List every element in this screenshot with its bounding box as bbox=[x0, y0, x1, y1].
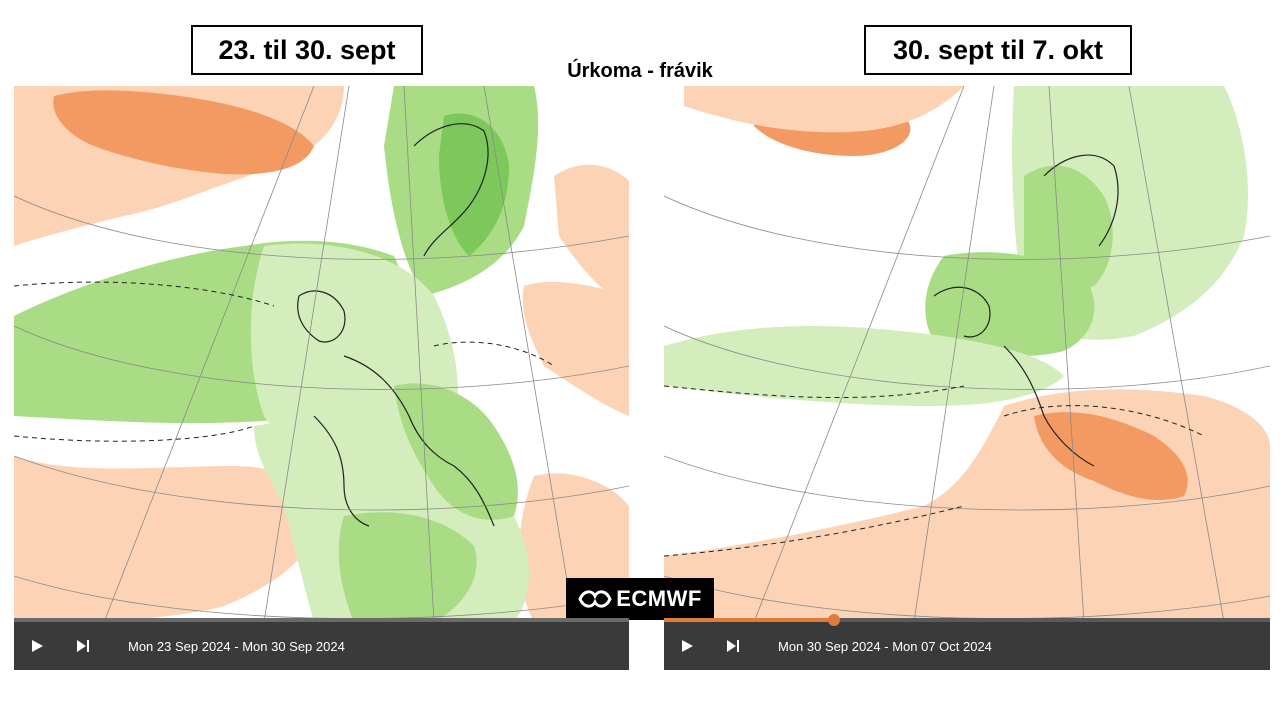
coastline-europe bbox=[933, 286, 1095, 467]
contour-dashed bbox=[664, 385, 1205, 557]
logo-text: ECMWF bbox=[616, 586, 702, 611]
chart-title: Úrkoma - frávik bbox=[567, 60, 713, 82]
play-icon bbox=[682, 640, 693, 652]
contour-dashed bbox=[14, 281, 555, 442]
coastline-scandinavia bbox=[413, 123, 489, 257]
ecmwf-logo-icon bbox=[578, 590, 612, 608]
ecmwf-logo: ECMWF bbox=[566, 578, 714, 620]
coastline-scandinavia bbox=[1043, 154, 1119, 247]
graticule bbox=[14, 86, 629, 622]
left-period-title: 23. til 30. sept bbox=[191, 25, 423, 75]
dry-region-southwest bbox=[14, 456, 324, 622]
timeline-progress bbox=[664, 618, 834, 622]
dry-region-greenland-iceland bbox=[53, 90, 314, 175]
left-anomaly-map bbox=[14, 86, 629, 622]
dry-region-balkans bbox=[522, 281, 629, 416]
dry-region-italy-strong bbox=[1034, 412, 1188, 501]
skip-forward-icon bbox=[727, 640, 739, 652]
wet-region-north-africa bbox=[338, 512, 477, 622]
wet-region-italy bbox=[394, 383, 518, 520]
dry-region-russia bbox=[554, 164, 629, 306]
graticule bbox=[664, 86, 1270, 622]
play-button[interactable] bbox=[664, 622, 710, 670]
coastline-europe bbox=[313, 355, 495, 527]
timeline-knob[interactable] bbox=[827, 614, 840, 626]
timeline-track[interactable] bbox=[14, 618, 629, 622]
coastline-uk bbox=[297, 290, 346, 343]
left-timeline-player: Mon 23 Sep 2024 - Mon 30 Sep 2024 bbox=[14, 618, 629, 670]
right-period-title: 30. sept til 7. okt bbox=[864, 25, 1132, 75]
right-anomaly-map bbox=[664, 86, 1270, 622]
skip-forward-icon bbox=[77, 640, 89, 652]
date-range: Mon 23 Sep 2024 - Mon 30 Sep 2024 bbox=[128, 638, 345, 654]
step-forward-button[interactable] bbox=[60, 622, 106, 670]
play-icon bbox=[32, 640, 43, 652]
step-forward-button[interactable] bbox=[710, 622, 756, 670]
right-timeline-player: Mon 30 Sep 2024 - Mon 07 Oct 2024 bbox=[664, 614, 1270, 670]
wet-region-scandinavia-core bbox=[1024, 165, 1113, 290]
wet-region-northsea bbox=[925, 252, 1095, 357]
timeline-progress bbox=[14, 618, 629, 622]
play-button[interactable] bbox=[14, 622, 60, 670]
date-range: Mon 30 Sep 2024 - Mon 07 Oct 2024 bbox=[778, 638, 992, 654]
dry-region-arctic bbox=[684, 86, 964, 133]
timeline-track[interactable] bbox=[664, 614, 1270, 626]
